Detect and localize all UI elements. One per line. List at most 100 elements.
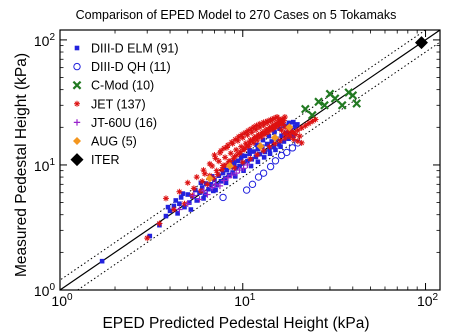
data-point	[234, 152, 241, 159]
data-point	[253, 154, 259, 160]
data-point	[175, 211, 180, 216]
series-3	[144, 113, 319, 242]
data-point	[271, 124, 278, 131]
data-point	[214, 182, 219, 188]
data-point	[268, 126, 275, 133]
data-point	[254, 137, 261, 144]
data-point	[230, 170, 235, 175]
data-point	[245, 158, 250, 164]
data-point	[173, 198, 179, 203]
data-point	[305, 120, 312, 127]
data-point	[221, 145, 228, 152]
data-point	[252, 126, 259, 133]
y-tick-label: 100	[34, 282, 56, 299]
data-point	[286, 120, 292, 126]
legend-label: JT-60U (16)	[91, 116, 157, 130]
data-point	[258, 130, 265, 137]
data-point	[278, 144, 283, 149]
data-point	[251, 134, 258, 141]
data-point	[348, 91, 358, 100]
legend-marker	[74, 45, 80, 51]
data-point	[261, 131, 268, 138]
data-point	[206, 160, 213, 167]
data-point	[178, 195, 184, 200]
data-point	[238, 131, 245, 138]
legend-marker	[74, 100, 80, 107]
data-point	[277, 137, 284, 144]
data-point	[238, 156, 244, 161]
data-point	[225, 158, 232, 165]
data-point	[190, 192, 198, 199]
data-point	[295, 122, 300, 127]
data-point	[170, 206, 177, 213]
chart-title: Comparison of EPED Model to 270 Cases on…	[76, 8, 397, 22]
data-point	[270, 133, 279, 142]
data-point	[223, 180, 229, 186]
data-point	[278, 127, 285, 134]
data-point	[220, 170, 226, 176]
x-tick-label: 102	[417, 292, 439, 309]
data-point	[200, 167, 207, 174]
data-point	[337, 100, 347, 110]
data-point	[199, 185, 205, 190]
data-point	[223, 161, 230, 168]
series-6	[414, 36, 428, 50]
data-point	[205, 174, 214, 183]
legend-marker	[70, 153, 84, 167]
data-point	[330, 94, 340, 103]
data-point	[235, 133, 242, 140]
data-point	[216, 182, 224, 190]
data-point	[250, 124, 257, 131]
data-point	[242, 140, 249, 147]
data-point	[238, 143, 245, 150]
data-point	[247, 137, 254, 144]
data-point	[248, 163, 254, 169]
data-point	[240, 165, 247, 172]
data-point	[219, 166, 226, 173]
data-point	[193, 174, 200, 181]
data-point	[204, 181, 211, 188]
data-point	[236, 166, 243, 174]
data-point	[290, 129, 297, 136]
data-point	[265, 129, 272, 136]
x-tick-label: 101	[234, 292, 256, 309]
legend-item: JET (137)	[74, 97, 146, 111]
data-point	[264, 141, 270, 147]
data-point	[204, 191, 211, 198]
data-point	[273, 147, 278, 153]
data-point	[184, 179, 191, 186]
data-point	[302, 122, 309, 129]
data-point	[271, 157, 280, 165]
x-tick-label: 100	[51, 292, 73, 309]
data-point	[256, 124, 263, 131]
data-point	[254, 142, 259, 148]
data-point	[292, 124, 298, 130]
series-5	[205, 123, 294, 183]
data-point	[262, 126, 269, 133]
data-point	[281, 113, 288, 120]
data-point	[225, 162, 234, 171]
data-point	[217, 147, 224, 154]
data-point	[232, 169, 240, 177]
data-point	[280, 117, 287, 124]
data-point	[181, 200, 188, 207]
data-point	[266, 133, 272, 139]
series-4	[176, 161, 251, 213]
data-point	[314, 97, 323, 107]
data-point	[260, 137, 266, 143]
data-point	[185, 192, 191, 197]
data-point	[414, 36, 428, 50]
data-point	[298, 139, 305, 146]
legend-label: DIII-D ELM (91)	[91, 42, 179, 56]
data-point	[165, 204, 171, 210]
data-point	[283, 148, 291, 157]
data-point	[220, 162, 227, 169]
data-point	[245, 127, 252, 134]
data-point	[269, 139, 275, 144]
data-point	[236, 150, 243, 157]
series-2	[300, 88, 362, 120]
data-point	[294, 138, 301, 145]
legend-item: DIII-D ELM (91)	[74, 42, 179, 56]
data-point	[224, 142, 231, 149]
data-point	[245, 143, 252, 150]
